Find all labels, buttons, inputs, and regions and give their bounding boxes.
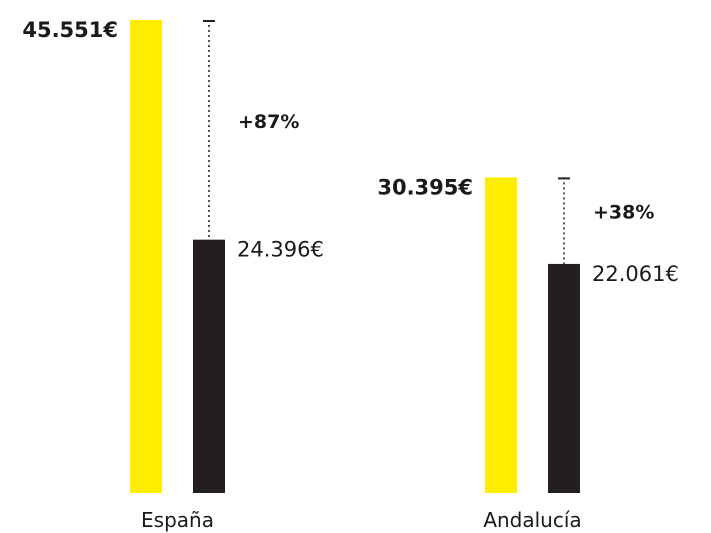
group-andalucia: 30.395€ 22.061€ +38% Andalucía: [377, 175, 679, 532]
group-espana: 45.551€ 24.396€ +87% España: [22, 18, 324, 532]
value-label-andalucia-series-2: 22.061€: [592, 262, 679, 286]
difference-label-andalucia: +38%: [593, 202, 654, 224]
category-label-andalucia: Andalucía: [483, 508, 581, 532]
bar-espana-series-2: [193, 239, 225, 493]
bar-andalucia-series-2: [548, 263, 580, 493]
value-label-espana-series-2: 24.396€: [237, 238, 324, 262]
bar-andalucia-series-1: [485, 177, 517, 493]
value-label-espana-series-1: 45.551€: [22, 18, 118, 42]
bar-espana-series-1: [130, 20, 162, 493]
value-label-andalucia-series-1: 30.395€: [377, 175, 473, 199]
category-label-espana: España: [141, 508, 214, 532]
difference-label-espana: +87%: [238, 111, 299, 133]
